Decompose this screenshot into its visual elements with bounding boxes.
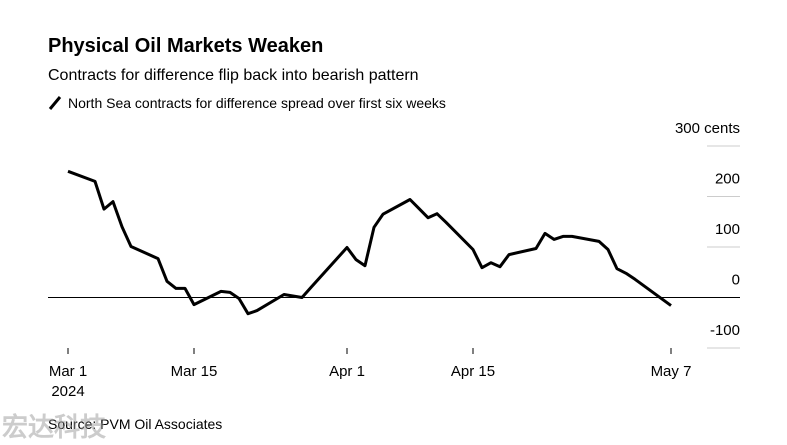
x-tick-label: Mar 1	[49, 363, 87, 380]
y-tick-label: 200	[715, 171, 740, 188]
x-tick-label: May 7	[651, 363, 692, 380]
y-tick-label: 100	[715, 221, 740, 238]
series-line	[67, 169, 672, 316]
watermark: 宏达科技	[2, 412, 106, 442]
x-tick-label: Apr 15	[451, 363, 495, 380]
legend-swatch	[48, 96, 62, 110]
chart-title: Physical Oil Markets Weaken	[48, 35, 323, 57]
x-year-label: 2024	[51, 383, 84, 400]
source: Source: PVM Oil Associates	[48, 416, 222, 432]
y-tick-label: 0	[732, 272, 740, 289]
y-tick-label: -100	[710, 322, 740, 339]
chart-subtitle: Contracts for difference flip back into …	[48, 67, 419, 84]
x-tick-label: Apr 1	[329, 363, 365, 380]
x-tick-label: Mar 15	[171, 363, 218, 380]
legend-label: North Sea contracts for difference sprea…	[68, 95, 446, 111]
y-tick-label: 300 cents	[675, 120, 740, 137]
